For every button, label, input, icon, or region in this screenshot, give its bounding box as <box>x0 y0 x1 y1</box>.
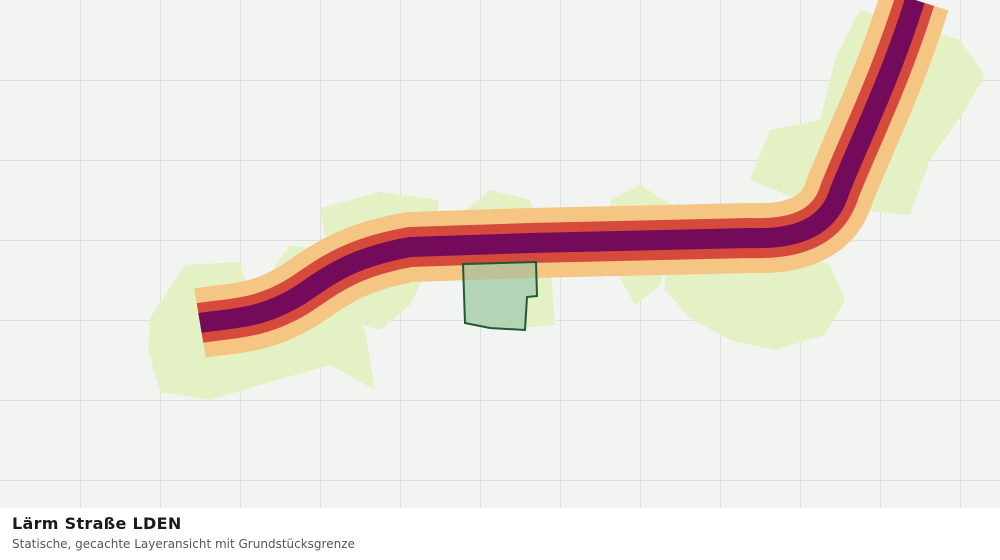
noise-bands <box>194 0 949 358</box>
parcel-boundary <box>461 260 539 332</box>
map-title: Lärm Straße LDEN <box>12 514 182 533</box>
map-subtitle: Statische, gecachte Layeransicht mit Gru… <box>12 537 355 551</box>
noise-zone-very-high <box>198 0 925 333</box>
map <box>0 0 1000 508</box>
caption: Lärm Straße LDEN Statische, gecachte Lay… <box>0 508 1000 560</box>
